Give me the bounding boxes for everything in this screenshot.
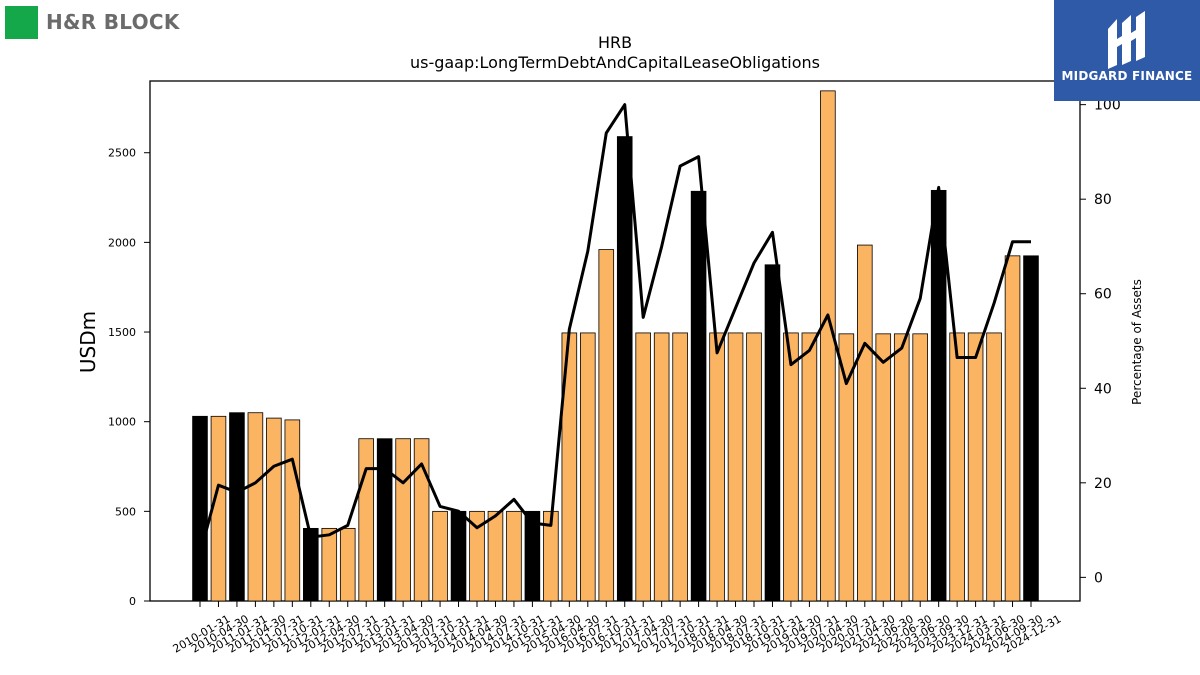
- bar: [192, 415, 208, 602]
- midgard-finance-logo: MIDGARD FINANCE: [1054, 0, 1200, 101]
- bar: [229, 412, 245, 602]
- bar: [635, 332, 651, 602]
- bar: [395, 438, 411, 602]
- bar: [746, 332, 762, 602]
- bar: [857, 244, 873, 602]
- y-tick-label: 1500: [108, 326, 136, 339]
- bar: [432, 510, 448, 602]
- y-axis-left: 0 500 1000 1500 2000 2500: [108, 147, 150, 608]
- bar: [709, 332, 725, 602]
- bar: [986, 332, 1002, 602]
- bar: [764, 264, 781, 602]
- bar-layer: [192, 90, 1039, 602]
- bar: [450, 510, 467, 602]
- y2-tick-label: 20: [1094, 476, 1112, 492]
- bar: [266, 417, 282, 602]
- bar: [672, 332, 688, 602]
- bar: [1023, 255, 1039, 602]
- x-axis: 2010-01-312010-04-302011-01-312011-04-30…: [171, 601, 1064, 656]
- y-tick-label: 0: [129, 595, 136, 608]
- hr-block-wordmark: H&R BLOCK: [46, 10, 180, 34]
- bar: [893, 333, 910, 602]
- bar: [949, 332, 965, 602]
- bar: [875, 333, 892, 602]
- y2-tick-label: 0: [1094, 570, 1103, 586]
- y-tick-label: 2500: [108, 147, 136, 160]
- y-tick-label: 500: [115, 505, 136, 518]
- bar: [247, 412, 264, 602]
- y2-tick-label: 80: [1094, 192, 1112, 208]
- bar: [580, 332, 596, 602]
- series-line: [198, 103, 1031, 555]
- bar: [930, 189, 947, 602]
- green-square-logo-icon: [5, 5, 38, 39]
- bar: [358, 438, 374, 602]
- chart-subtitle: us-gaap:LongTermDebtAndCapitalLeaseOblig…: [410, 53, 820, 72]
- bar: [820, 90, 836, 602]
- midgard-mark-icon: [1108, 11, 1145, 69]
- bar: [339, 527, 356, 602]
- bar: [506, 510, 522, 602]
- y-tick-label: 2000: [108, 236, 136, 249]
- midgard-finance-wordmark: MIDGARD FINANCE: [1061, 69, 1193, 83]
- bar: [487, 510, 504, 602]
- bar: [616, 136, 633, 602]
- y-axis-label: USDm: [76, 311, 100, 373]
- y2-axis-label: Percentage of Assets: [1130, 279, 1144, 405]
- y2-tick-label: 40: [1094, 381, 1112, 397]
- bar: [967, 332, 984, 602]
- hr-block-logo: H&R BLOCK: [5, 5, 180, 39]
- bar: [727, 332, 744, 602]
- line-layer: [198, 103, 1031, 555]
- y-tick-label: 1000: [108, 416, 136, 429]
- y2-tick-label: 100: [1094, 98, 1121, 114]
- bar: [598, 249, 615, 602]
- bar: [303, 527, 319, 602]
- bar: [321, 527, 338, 602]
- chart-title: HRB: [598, 33, 632, 52]
- bar: [284, 419, 301, 602]
- y2-tick-label: 60: [1094, 287, 1112, 303]
- bar: [783, 332, 799, 602]
- bar: [912, 333, 928, 602]
- bar: [1004, 255, 1021, 602]
- plot-area-frame: [149, 80, 1081, 602]
- bar: [376, 438, 393, 602]
- bar: [690, 190, 707, 602]
- bar: [801, 332, 818, 602]
- bar: [653, 332, 670, 602]
- y-axis-right: 0 20 40 60 80 100: [1080, 98, 1121, 586]
